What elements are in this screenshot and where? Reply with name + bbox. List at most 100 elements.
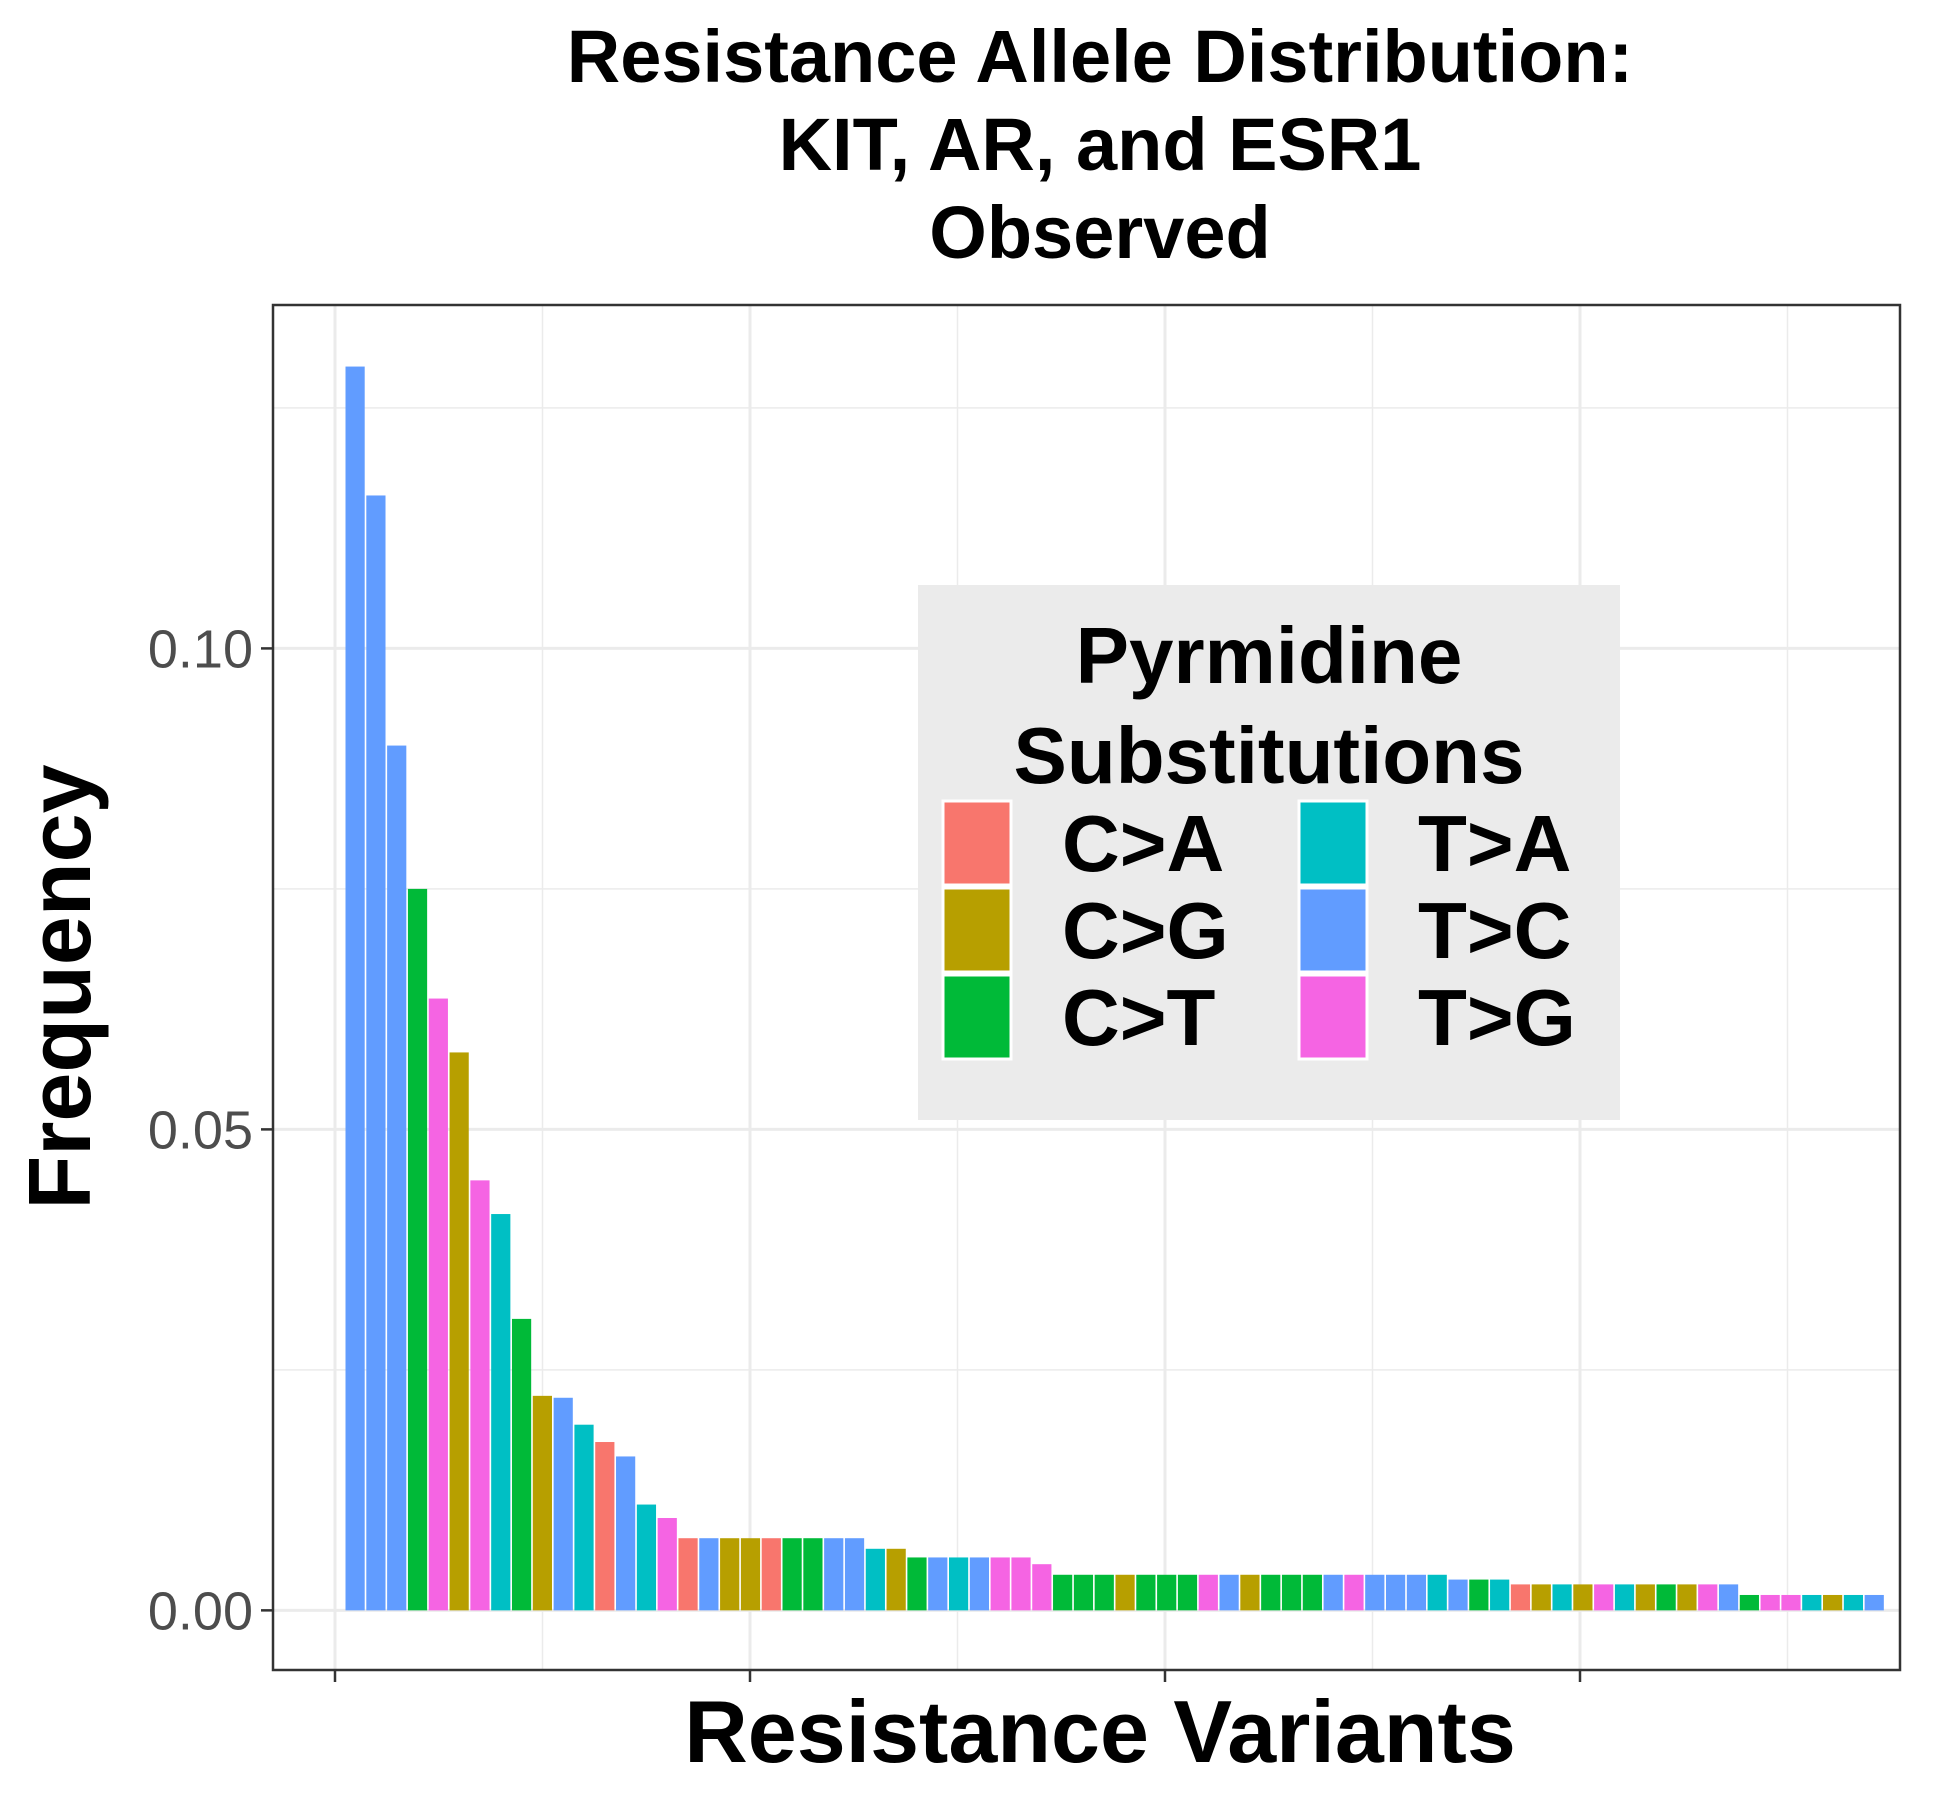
- bar-61: [1594, 1584, 1614, 1611]
- bar-70: [1781, 1594, 1801, 1611]
- legend-label-2: C>G: [1062, 886, 1229, 975]
- bar-38: [1115, 1574, 1135, 1611]
- bar-39: [1136, 1574, 1156, 1611]
- bar-50: [1365, 1574, 1385, 1611]
- legend: Pyrmidine Substitutions C>AC>GC>T T>AT>CT…: [918, 585, 1620, 1120]
- chart-title-line-1: Resistance Allele Distribution:: [567, 15, 1633, 98]
- legend-key-1: [941, 799, 1013, 887]
- y-tick-label: 0.00: [148, 1581, 253, 1641]
- legend-key-2: [941, 886, 1013, 974]
- bar-28: [907, 1557, 927, 1611]
- y-tick-label: 0.05: [148, 1100, 253, 1160]
- legend-title-line-2: Substitutions: [1013, 711, 1524, 800]
- chart-title: Resistance Allele Distribution: KIT, AR,…: [567, 15, 1633, 274]
- bar-59: [1552, 1584, 1572, 1611]
- legend-key-3: [941, 973, 1013, 1061]
- bar-71: [1802, 1594, 1822, 1611]
- y-axis: 0.00 0.05 0.10: [148, 619, 273, 1641]
- bar-56: [1490, 1579, 1510, 1611]
- bar-74: [1864, 1594, 1884, 1611]
- legend-title-line-1: Pyrmidine: [1076, 611, 1463, 700]
- bar-35: [1053, 1574, 1073, 1611]
- bar-7: [470, 1180, 490, 1611]
- bar-63: [1635, 1584, 1655, 1611]
- bar-22: [782, 1538, 802, 1611]
- legend-label-3: C>T: [1062, 973, 1215, 1062]
- bar-47: [1302, 1574, 1322, 1611]
- legend-background: [918, 585, 1620, 1120]
- bar-20: [740, 1538, 761, 1611]
- chart-title-line-3: Observed: [929, 191, 1270, 274]
- bar-5: [428, 998, 448, 1611]
- bar-66: [1698, 1584, 1718, 1611]
- bar-44: [1240, 1574, 1260, 1611]
- bar-34: [1032, 1564, 1052, 1611]
- legend-key-5: [1297, 886, 1369, 974]
- bar-49: [1344, 1574, 1364, 1611]
- bar-16: [657, 1518, 677, 1611]
- y-axis-title: Frequency: [10, 764, 109, 1209]
- bar-4: [407, 888, 428, 1611]
- bar-21: [761, 1538, 781, 1611]
- bar-68: [1739, 1594, 1759, 1611]
- bar-27: [886, 1548, 906, 1611]
- bar-37: [1094, 1574, 1114, 1611]
- bar-30: [948, 1557, 969, 1611]
- bar-58: [1531, 1584, 1551, 1611]
- legend-label-5: T>C: [1418, 886, 1571, 975]
- bar-8: [491, 1214, 511, 1611]
- bar-10: [532, 1395, 552, 1611]
- plot-panel-border: [271, 303, 1902, 1672]
- bar-53: [1427, 1574, 1447, 1611]
- bar-11: [553, 1397, 573, 1611]
- bar-6: [449, 1052, 469, 1611]
- bar-64: [1656, 1584, 1676, 1611]
- bar-23: [803, 1538, 823, 1611]
- bar-69: [1760, 1594, 1780, 1611]
- bar-40: [1157, 1574, 1177, 1611]
- bar-48: [1323, 1574, 1343, 1611]
- bar-13: [595, 1442, 615, 1611]
- legend-label-1: C>A: [1062, 799, 1224, 888]
- bar-32: [990, 1557, 1010, 1611]
- bar-12: [574, 1424, 594, 1611]
- bar-55: [1469, 1579, 1489, 1611]
- bar-24: [824, 1538, 844, 1611]
- bar-14: [616, 1456, 636, 1611]
- bar-67: [1718, 1584, 1739, 1611]
- bar-25: [844, 1538, 865, 1611]
- bar-54: [1448, 1579, 1468, 1611]
- bar-17: [678, 1538, 698, 1611]
- bar-29: [928, 1557, 948, 1611]
- legend-key-6: [1297, 973, 1369, 1061]
- bar-33: [1011, 1557, 1031, 1611]
- bar-3: [387, 745, 407, 1611]
- bar-43: [1219, 1574, 1239, 1611]
- bar-42: [1198, 1574, 1218, 1611]
- bars: [345, 366, 1884, 1611]
- bar-57: [1510, 1584, 1531, 1611]
- legend-items: C>AC>GC>T T>AT>CT>G: [941, 799, 1576, 1062]
- bar-51: [1386, 1574, 1406, 1611]
- legend-label-6: T>G: [1418, 973, 1576, 1062]
- bar-19: [720, 1538, 740, 1611]
- bar-65: [1677, 1584, 1697, 1611]
- bar-15: [636, 1504, 657, 1611]
- bar-9: [511, 1318, 532, 1611]
- bar-73: [1843, 1594, 1864, 1611]
- bar-31: [969, 1557, 989, 1611]
- bar-52: [1406, 1574, 1427, 1611]
- legend-label-4: T>A: [1418, 799, 1571, 888]
- bar-45: [1261, 1574, 1281, 1611]
- x-axis-title: Resistance Variants: [684, 1682, 1516, 1781]
- bar-72: [1823, 1594, 1843, 1611]
- bar-41: [1177, 1574, 1198, 1611]
- bar-46: [1281, 1574, 1302, 1611]
- bar-62: [1614, 1584, 1635, 1611]
- chart-title-line-2: KIT, AR, and ESR1: [779, 103, 1422, 186]
- legend-key-4: [1297, 799, 1369, 887]
- bar-1: [345, 366, 365, 1611]
- bar-18: [699, 1538, 719, 1611]
- y-tick-label: 0.10: [148, 619, 253, 679]
